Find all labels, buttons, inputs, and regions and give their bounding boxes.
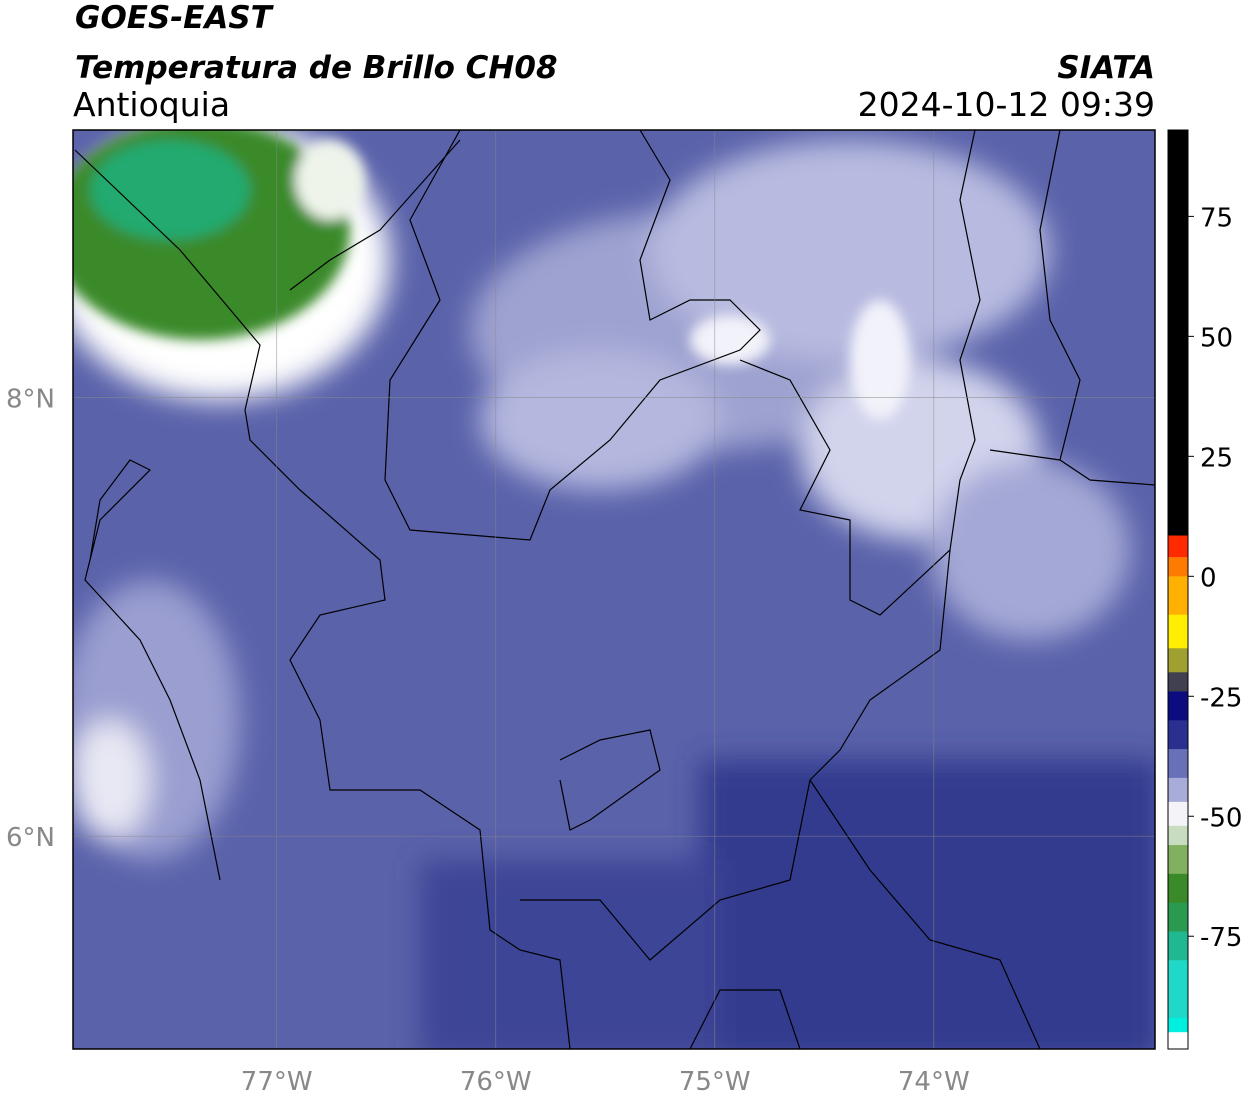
- colorbar-segment: [1168, 576, 1188, 616]
- colorbar-segment: [1168, 777, 1188, 803]
- colorbar-segment: [1168, 960, 1188, 1019]
- colorbar-segment: [1168, 672, 1188, 692]
- colorbar-frame: [1167, 129, 1189, 1050]
- colorbar-tick-label: -25: [1200, 683, 1242, 713]
- lon-tick-label: 76°W: [460, 1067, 532, 1097]
- colorbar-segment: [1168, 557, 1188, 577]
- region: Antioquia: [73, 85, 230, 124]
- map-frame: [72, 129, 1156, 1050]
- timestamp: 2024-10-12 09:39: [858, 85, 1155, 124]
- colorbar-segment: [1168, 749, 1188, 779]
- colorbar-segment: [1168, 648, 1188, 673]
- colorbar-tick-label: 50: [1200, 323, 1233, 353]
- lon-tick-label: 75°W: [679, 1067, 751, 1097]
- colorbar-segment: [1168, 535, 1188, 558]
- colorbar-segment: [1168, 691, 1188, 721]
- colorbar-segment: [1168, 801, 1188, 827]
- colorbar-tick-label: -75: [1200, 923, 1242, 953]
- colorbar-segment: [1168, 931, 1188, 961]
- lat-tick-label: 8°N: [6, 385, 55, 415]
- lon-tick-label: 74°W: [898, 1067, 970, 1097]
- colorbar-tick-label: 25: [1200, 443, 1233, 473]
- colorbar-segment: [1168, 873, 1188, 904]
- colorbar-segment: [1168, 720, 1188, 750]
- colorbar-tick-label: 75: [1200, 203, 1233, 233]
- map-image: [73, 130, 1155, 1049]
- colorbar-tick-label: 0: [1200, 563, 1217, 593]
- colorbar-segment: [1168, 902, 1188, 932]
- colorbar-segment: [1168, 845, 1188, 875]
- colorbar-tick-label: -50: [1200, 803, 1242, 833]
- colorbar-segment: [1168, 1032, 1188, 1050]
- lat-tick-label: 6°N: [6, 823, 55, 853]
- colorbar-segment: [1168, 1017, 1188, 1033]
- cold-tops: [73, 130, 910, 420]
- lon-tick-label: 77°W: [241, 1067, 313, 1097]
- boundaries: [74, 130, 1155, 1049]
- colorbar-segment: [1168, 130, 1188, 537]
- subtitle: Temperatura de Brillo CH08: [75, 50, 558, 86]
- title: GOES-EAST: [75, 0, 275, 36]
- source: SIATA: [1057, 50, 1155, 86]
- colorbar-segment: [1168, 614, 1188, 649]
- colorbar-segment: [1168, 825, 1188, 846]
